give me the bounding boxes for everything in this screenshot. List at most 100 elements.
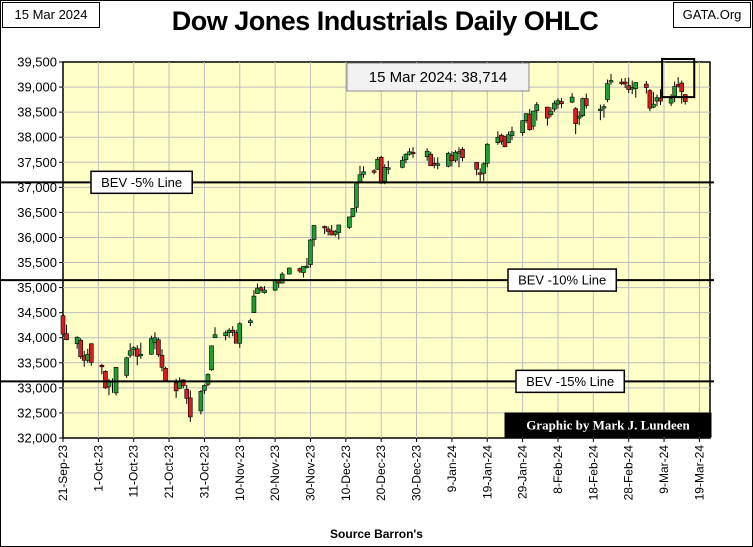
x-tick-label: 20-Dec-23 xyxy=(374,445,388,501)
x-tick-label: 21-Sep-23 xyxy=(56,445,70,501)
candle-body xyxy=(679,82,685,92)
ohlc-candle xyxy=(347,216,352,229)
ohlc-candle xyxy=(608,74,614,85)
candle-body xyxy=(644,83,649,88)
plot-area xyxy=(62,61,711,439)
ohlc-candle xyxy=(580,97,586,118)
ohlc-candle xyxy=(569,93,575,104)
ohlc-candle xyxy=(400,156,405,169)
ohlc-candle xyxy=(202,384,207,394)
y-tick-label: 36,000 xyxy=(17,230,57,245)
candle-body xyxy=(435,163,441,166)
candle-body xyxy=(149,338,154,355)
y-tick-label: 37,000 xyxy=(17,180,57,195)
candle-body xyxy=(187,397,193,418)
ohlc-candle xyxy=(474,161,479,176)
candle-body xyxy=(180,379,186,387)
ohlc-candle xyxy=(350,208,356,218)
ohlc-candle xyxy=(361,166,366,178)
y-tick-label: 35,000 xyxy=(17,280,57,295)
candle-body xyxy=(113,367,119,394)
ohlc-candle xyxy=(88,343,94,366)
candle-body xyxy=(605,83,610,100)
candle-body xyxy=(103,371,108,389)
ohlc-candle xyxy=(484,143,490,168)
ohlc-candle xyxy=(127,343,133,358)
candle-body xyxy=(583,98,589,106)
x-tick-label: 9-Jan-24 xyxy=(445,445,459,493)
ohlc-candle xyxy=(187,390,193,422)
candle-body xyxy=(255,287,260,294)
ohlc-candle xyxy=(258,286,264,293)
candle-body xyxy=(622,81,628,85)
site-label: GATA.Org xyxy=(673,2,751,28)
candle-body xyxy=(230,329,236,333)
y-tick-label: 36,500 xyxy=(17,205,57,220)
reference-label: BEV -5% Line xyxy=(101,175,182,190)
last-close-label: 15 Mar 2024: 38,714 xyxy=(369,69,507,86)
x-tick-label: 18-Feb-24 xyxy=(586,445,600,501)
chart-title: Dow Jones Industrials Daily OHLC xyxy=(171,6,599,36)
candle-body xyxy=(357,174,363,183)
candle-body xyxy=(601,106,607,109)
candle-body xyxy=(311,225,317,240)
ohlc-candle xyxy=(322,225,327,234)
candle-body xyxy=(668,98,674,104)
ohlc-candle xyxy=(672,81,677,103)
candle-body xyxy=(506,134,511,144)
candle-body xyxy=(548,110,554,115)
y-tick-label: 33,000 xyxy=(17,380,57,395)
x-tick-label: 20-Nov-23 xyxy=(268,445,282,501)
ohlc-candle xyxy=(559,98,564,109)
ohlc-candle xyxy=(682,94,688,105)
candle-body xyxy=(184,389,190,399)
candle-body xyxy=(608,80,614,83)
x-tick-label: 11-Oct-23 xyxy=(127,445,141,498)
candle-body xyxy=(474,161,479,170)
x-tick-label: 19-Jan-24 xyxy=(480,445,494,499)
ohlc-candle xyxy=(435,157,441,170)
ohlc-candle xyxy=(60,311,66,335)
ohlc-candle xyxy=(163,366,168,382)
candle-body xyxy=(658,97,663,102)
y-tick-label: 37,500 xyxy=(17,155,57,170)
ohlc-candle xyxy=(506,131,511,144)
candle-body xyxy=(651,103,656,108)
ohlc-candle xyxy=(548,107,554,118)
candle-body xyxy=(209,345,214,371)
ohlc-candle xyxy=(382,164,388,185)
ohlc-candle xyxy=(460,147,465,162)
candle-body xyxy=(124,357,129,376)
candle-body xyxy=(598,108,603,111)
candle-body xyxy=(248,320,253,323)
ohlc-candle xyxy=(530,110,536,130)
candle-body xyxy=(534,104,540,111)
ohlc-candle xyxy=(64,324,69,341)
credit-box xyxy=(504,412,712,438)
ohlc-candle xyxy=(668,94,674,107)
ohlc-candle xyxy=(410,147,416,158)
candle-body xyxy=(509,131,515,136)
candle-body xyxy=(672,86,677,97)
candle-body xyxy=(559,101,564,104)
ohlc-candle xyxy=(308,238,313,268)
ohlc-candle xyxy=(428,151,433,167)
ohlc-candle xyxy=(198,389,204,415)
ohlc-candle xyxy=(332,229,338,237)
candle-body xyxy=(156,339,161,356)
ohlc-candle xyxy=(124,356,129,378)
candle-body xyxy=(382,166,388,182)
x-tick-label: 30-Dec-23 xyxy=(410,445,424,501)
candle-body xyxy=(576,115,582,119)
candle-body xyxy=(633,82,639,89)
candle-body xyxy=(202,385,207,391)
x-tick-label: 9-Mar-24 xyxy=(657,445,671,494)
x-tick-label: 10-Dec-23 xyxy=(339,445,353,501)
candle-body xyxy=(301,266,306,273)
candle-body xyxy=(682,94,688,102)
ohlc-candle xyxy=(658,89,663,106)
candle-body xyxy=(262,289,267,293)
candle-body xyxy=(481,163,487,174)
y-tick-label: 32,000 xyxy=(17,431,57,446)
ohlc-candle xyxy=(598,104,603,121)
